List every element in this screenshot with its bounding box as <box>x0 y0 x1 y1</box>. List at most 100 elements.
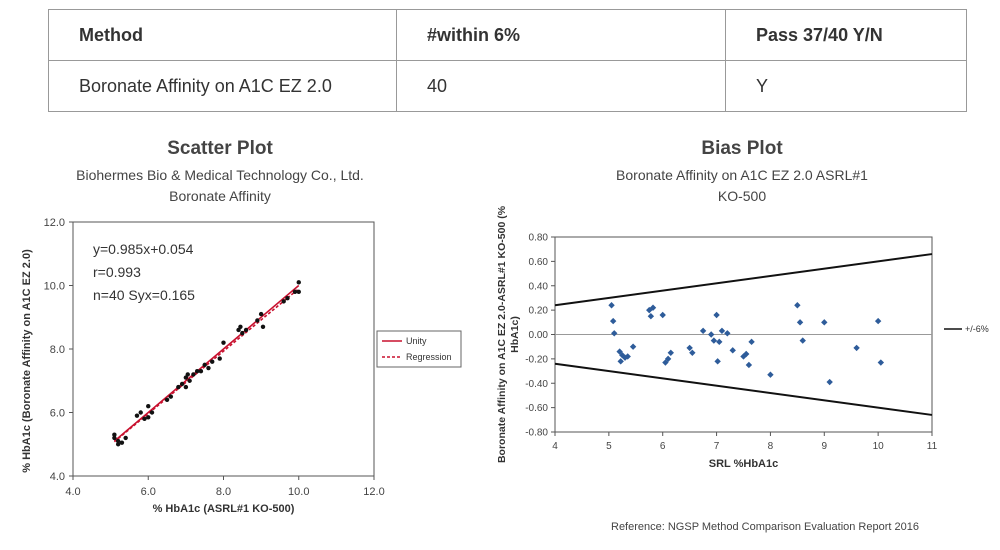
data-point <box>686 344 693 352</box>
data-point <box>745 361 753 369</box>
reference-note: Reference: NGSP Method Comparison Evalua… <box>611 521 919 533</box>
table-header-method: Method <box>48 9 397 61</box>
data-point <box>149 410 155 415</box>
data-point <box>179 381 185 387</box>
data-point <box>281 299 286 304</box>
data-point <box>718 327 726 335</box>
upper-limit-line <box>554 253 933 307</box>
x-tick-label: 10 <box>873 441 885 452</box>
data-point <box>191 372 196 377</box>
x-tick-label: 8.0 <box>216 486 231 498</box>
y-tick-label: 0.60 <box>529 257 549 268</box>
unity-line <box>113 284 300 442</box>
scatter-title: Scatter Plot <box>167 138 273 159</box>
y-axis-label: Boronate Affinity on A1C EZ 2.0-ASRL#1 K… <box>496 205 521 463</box>
data-point <box>164 397 170 402</box>
data-point <box>217 356 222 361</box>
data-point <box>796 319 804 326</box>
data-point <box>285 296 290 301</box>
data-point <box>112 432 117 437</box>
x-tick-label: 8 <box>768 441 774 452</box>
data-point <box>146 403 151 409</box>
data-point <box>194 369 200 374</box>
data-point <box>258 311 264 317</box>
data-point <box>138 410 143 415</box>
y-tick-label: 0.40 <box>529 281 549 292</box>
y-tick-label: -0.20 <box>525 354 548 365</box>
data-point <box>292 289 298 295</box>
data-point <box>183 375 189 380</box>
data-point <box>240 330 245 336</box>
data-point <box>826 378 833 386</box>
data-point <box>707 331 715 338</box>
y-axis-label: % HbA1c (Boronate Affinity on A1C EZ 2.0… <box>21 249 33 473</box>
x-tick-label: 6 <box>660 441 666 452</box>
data-point <box>716 338 723 346</box>
y-tick-label: 0.20 <box>529 306 549 317</box>
x-axis-label: % HbA1c (ASRL#1 KO-500) <box>153 503 295 515</box>
legend-label: +/-6% <box>965 324 989 334</box>
data-point <box>629 343 637 350</box>
data-point <box>767 371 774 378</box>
y-tick-label: -0.60 <box>525 403 548 414</box>
data-point <box>236 327 241 333</box>
data-point <box>115 438 121 444</box>
data-point <box>185 372 190 377</box>
data-point <box>617 358 624 365</box>
x-tick-label: 7 <box>714 441 720 452</box>
data-point <box>624 353 631 360</box>
x-tick-label: 5 <box>606 441 612 452</box>
data-point <box>183 384 189 390</box>
data-point <box>714 358 721 365</box>
table-row: Boronate Affinity on A1C EZ 2.0 40 Y <box>48 60 967 112</box>
data-point <box>699 327 707 335</box>
x-tick-label: 11 <box>927 441 938 452</box>
y-tick-label: 6.0 <box>50 408 65 420</box>
data-point <box>221 340 226 345</box>
x-tick-label: 12.0 <box>363 486 384 498</box>
data-point <box>729 347 736 354</box>
data-point <box>296 280 301 285</box>
y-tick-label: 0.80 <box>529 233 549 244</box>
data-point <box>724 330 731 337</box>
data-point <box>123 435 128 441</box>
y-tick-label: -0.80 <box>525 428 548 439</box>
table-header-within: #within 6% <box>396 9 726 61</box>
data-point <box>210 359 215 364</box>
legend-label: Unity <box>406 336 427 346</box>
y-tick-label: 4.0 <box>50 471 65 483</box>
data-point <box>649 304 657 311</box>
y-tick-label: -0.40 <box>525 379 548 390</box>
method-summary-table: Method #within 6% Pass 37/40 Y/N Boronat… <box>48 9 967 112</box>
data-point <box>647 313 655 320</box>
data-point <box>255 318 260 323</box>
data-point <box>187 378 192 383</box>
data-point <box>874 317 882 325</box>
data-point <box>168 394 174 399</box>
data-point <box>664 355 672 363</box>
data-point <box>659 311 666 319</box>
x-tick-label: 6.0 <box>141 486 156 498</box>
data-point <box>877 359 885 366</box>
x-tick-label: 9 <box>822 441 828 452</box>
data-point <box>296 289 301 295</box>
y-tick-label: 8.0 <box>50 344 65 356</box>
data-point <box>710 337 718 344</box>
y-tick-label: 0.00 <box>529 330 549 341</box>
data-point <box>238 324 243 329</box>
x-tick-label: 4.0 <box>65 486 80 498</box>
table-header-row: Method #within 6% Pass 37/40 Y/N <box>48 9 967 61</box>
data-point <box>713 311 720 319</box>
scatter-subtitle-method: Boronate Affinity <box>169 188 271 204</box>
data-point <box>609 317 617 325</box>
data-point <box>202 362 207 368</box>
scatter-subtitle-company: Biohermes Bio & Medical Technology Co., … <box>76 167 364 183</box>
regression-annotation: y=0.985x+0.054 <box>93 241 194 257</box>
bias-subtitle-method: Boronate Affinity on A1C EZ 2.0 ASRL#1 <box>616 167 868 183</box>
data-point <box>821 319 828 326</box>
data-point <box>794 302 801 309</box>
lower-limit-line <box>554 362 933 416</box>
x-tick-label: 4 <box>552 441 558 452</box>
